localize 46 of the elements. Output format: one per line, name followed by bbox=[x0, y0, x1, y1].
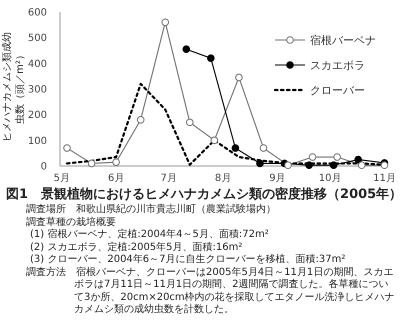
point bbox=[256, 160, 264, 168]
point bbox=[232, 144, 240, 152]
point bbox=[207, 54, 215, 62]
point bbox=[161, 18, 170, 26]
text: 調査場所 和歌山県紀の川市貴志川町（農業試験場内） bbox=[26, 204, 277, 216]
point bbox=[358, 161, 366, 170]
text: (1) 宿根バーベナ、定植:2004年4～5月、面積:72m² bbox=[29, 229, 270, 242]
x-tick-label: 9月 bbox=[269, 173, 286, 184]
y-tick-label: 0 bbox=[40, 162, 47, 172]
text: 調査草種の栽培概要 bbox=[26, 216, 117, 228]
y-tick-label: 300 bbox=[28, 84, 47, 96]
y-tick-label: 200 bbox=[28, 110, 47, 122]
point bbox=[112, 158, 120, 166]
point bbox=[88, 160, 96, 168]
text: 図1 景観植物におけるヒメハナカメムシ類の密度推移（2005年） bbox=[6, 186, 400, 203]
legend-label: 宿根バーベナ bbox=[310, 34, 376, 47]
y-tick-label: 600 bbox=[28, 8, 47, 18]
text: (3) クローバー、2004年6～7月に自生クローバーを移植、面積:37m² bbox=[29, 254, 346, 266]
x-tick-label: 8月 bbox=[214, 173, 232, 184]
x-tick-label: 10月 bbox=[318, 173, 342, 184]
y-tick-label: 100 bbox=[28, 136, 47, 147]
legend-label: スカエボラ bbox=[310, 59, 365, 72]
x-tick-label: 11月 bbox=[373, 173, 396, 184]
point bbox=[308, 153, 316, 161]
point bbox=[182, 45, 190, 54]
point bbox=[333, 153, 341, 161]
x-tick-label: 5月 bbox=[54, 173, 70, 184]
legend-label: クローバー bbox=[310, 84, 365, 97]
text: (2) スカエボラ、定植:2005年5月、面積:16m² bbox=[29, 242, 244, 254]
point bbox=[305, 161, 313, 170]
text: 調査方法 宿根バーベナ、クローバーは2005年5月4日～11月1日の期間、スカエボラは7月11日～11月1日の期間、2週間隔で調査した。各草種について3か所、20cm×20cm枠内の花を採取してエタノール洗浄しヒメハナカメムシ類の成幼虫数を計数した。 bbox=[26, 266, 396, 316]
point bbox=[260, 144, 268, 152]
point bbox=[136, 116, 144, 124]
point bbox=[63, 144, 71, 152]
point bbox=[235, 74, 243, 82]
x-tick-label: 6月 bbox=[108, 173, 124, 184]
point bbox=[380, 161, 388, 170]
y-axis-title: ヒメハナカメムシ類成幼虫数（頭／m²） bbox=[1, 31, 27, 144]
x-tick-label: 7月 bbox=[160, 173, 177, 184]
point bbox=[284, 161, 292, 170]
point bbox=[210, 136, 218, 144]
y-tick-label: 400 bbox=[28, 58, 47, 70]
point bbox=[330, 161, 338, 170]
y-tick-label: 500 bbox=[28, 33, 47, 44]
point bbox=[354, 156, 362, 164]
point bbox=[186, 118, 194, 126]
